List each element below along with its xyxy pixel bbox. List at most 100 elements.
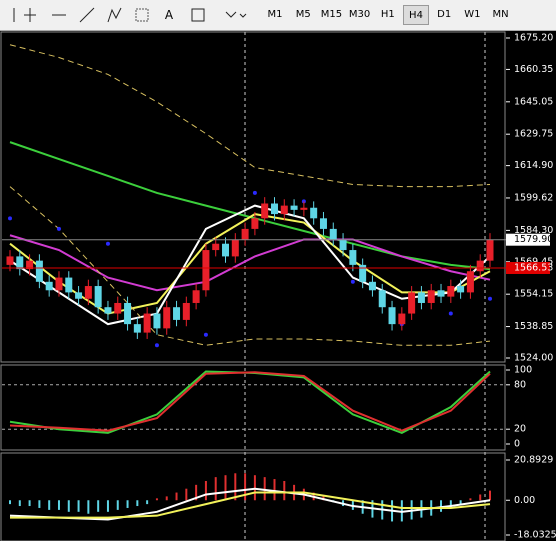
sar-dot <box>203 332 208 337</box>
price-label-box <box>506 233 550 246</box>
timeframe-button[interactable]: H1 <box>380 9 395 20</box>
candle-body <box>212 243 220 251</box>
candle-body <box>368 281 376 291</box>
candle-body <box>84 286 92 299</box>
candle-body <box>408 292 416 314</box>
candle-body <box>65 277 73 293</box>
candle-body <box>378 290 386 308</box>
price-label: 1566.53 <box>514 262 553 273</box>
candle-body <box>398 313 406 325</box>
candle-body <box>466 271 474 293</box>
panel-frame <box>0 31 506 363</box>
sar-dot <box>154 343 159 348</box>
y-tick-label: 0.00 <box>514 495 535 506</box>
y-tick-label: 1538.85 <box>514 321 553 332</box>
indicator-line <box>9 371 491 432</box>
price-label: 1579.90 <box>514 234 553 245</box>
sar-dot <box>105 241 110 246</box>
candle-body <box>35 260 43 282</box>
toolbar: A M1 M5 M15 M30 H1 H4 D1 W1 MN <box>0 0 556 31</box>
timeframe-button[interactable]: M15 <box>320 9 343 20</box>
sar-dot <box>448 311 453 316</box>
candle-body <box>388 307 396 325</box>
y-tick-label: 1569.45 <box>514 256 553 267</box>
candle-body <box>231 239 239 257</box>
candle-body <box>270 203 278 215</box>
candle-body <box>476 260 484 272</box>
indicator-line <box>9 487 491 521</box>
timeframe-button[interactable]: M5 <box>295 9 311 20</box>
candle-body <box>222 243 230 257</box>
candle-body <box>349 250 357 265</box>
candle-body <box>26 260 34 270</box>
tool-icons <box>13 7 247 23</box>
timeframe-button[interactable]: H4 <box>403 5 429 25</box>
chart: 1675.20 1660.35 1645.05 1629.75 1614.90 1599.… <box>0 31 556 541</box>
text-tool[interactable]: A <box>164 8 174 22</box>
candle-body <box>45 281 53 291</box>
candle-body <box>310 207 318 219</box>
candle-body <box>486 239 494 261</box>
candle-body <box>55 277 63 291</box>
candle-body <box>300 207 308 210</box>
candle-body <box>133 324 141 333</box>
timeframe-button[interactable]: MN <box>492 9 509 20</box>
indicator-line <box>9 204 491 326</box>
timeframe-button[interactable]: W1 <box>464 9 481 20</box>
y-tick-label: 1599.62 <box>514 192 553 203</box>
candle-body <box>153 313 161 329</box>
candle-body <box>261 203 269 219</box>
sar-dot <box>350 279 355 284</box>
y-tick-label: 1614.90 <box>514 160 553 171</box>
panel-frame <box>0 452 506 541</box>
sar-dot <box>8 216 12 221</box>
timeframe-button[interactable]: M30 <box>348 9 371 20</box>
y-tick-label: 1584.30 <box>514 225 553 236</box>
indicator-line <box>9 44 491 188</box>
panel-frame <box>0 364 506 451</box>
indicator-line <box>9 186 491 346</box>
indicator-line <box>9 141 491 271</box>
candle-body <box>251 218 259 229</box>
y-tick-label: 1660.35 <box>514 64 553 75</box>
panel <box>2 44 506 348</box>
sar-dot <box>252 190 257 195</box>
y-tick-label: 1645.05 <box>514 96 553 107</box>
y-tick-label: 20.8929 <box>514 455 553 466</box>
candle-body <box>417 292 425 303</box>
candle-body <box>143 313 151 333</box>
y-tick-label: 1675.20 <box>514 33 553 44</box>
timeframe-button[interactable]: D1 <box>437 9 452 20</box>
indicator-line <box>9 234 491 292</box>
candle-body <box>192 290 200 303</box>
candle-body <box>447 286 455 297</box>
candle-body <box>427 290 435 303</box>
candle-body <box>290 205 298 210</box>
candle-body <box>16 256 24 270</box>
y-tick-label: -18.0325 <box>514 530 556 541</box>
y-tick-label: 20 <box>514 424 526 435</box>
price-label-box <box>506 261 550 274</box>
candle-body <box>182 302 190 320</box>
sar-dot <box>56 226 61 231</box>
candle-body <box>280 205 288 215</box>
candle-body <box>163 307 171 329</box>
panel <box>9 473 491 522</box>
candle-body <box>94 286 102 308</box>
candle-body <box>241 228 249 240</box>
candle-body <box>104 307 112 314</box>
candle-body <box>329 228 337 240</box>
candle-body <box>75 292 83 299</box>
timeframe-button[interactable]: M1 <box>267 9 283 20</box>
candle-body <box>114 302 122 314</box>
y-tick-label: 0 <box>514 439 520 450</box>
candle-body <box>437 290 445 297</box>
panel <box>2 370 504 434</box>
candle-body <box>457 286 465 293</box>
candle-body <box>319 218 327 229</box>
y-tick-label: 1524.00 <box>514 353 553 364</box>
y-tick-label: 1554.15 <box>514 289 553 300</box>
y-tick-label: 80 <box>514 379 526 390</box>
candle-body <box>359 264 367 282</box>
